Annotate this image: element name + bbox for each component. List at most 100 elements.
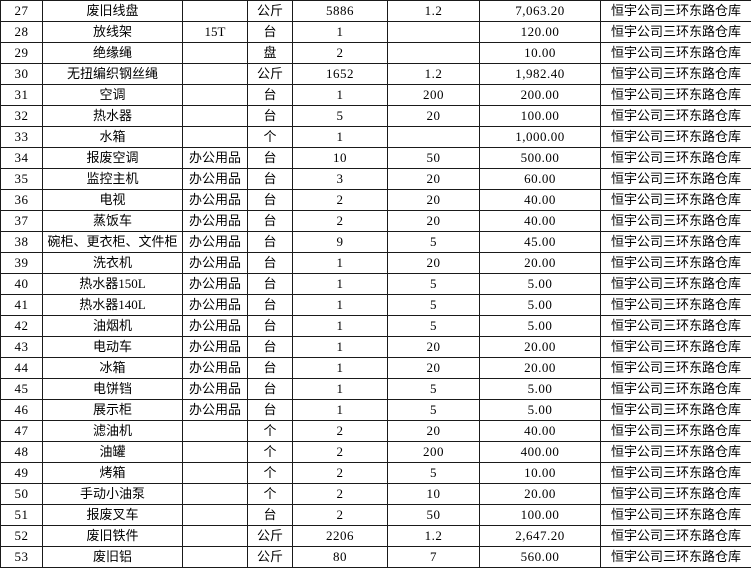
cell-spec[interactable]: 15T bbox=[182, 21, 248, 43]
cell-unit[interactable]: 个 bbox=[247, 483, 293, 505]
cell-item-name[interactable]: 报废空调 bbox=[42, 147, 183, 169]
cell-item-name[interactable]: 手动小油泵 bbox=[42, 483, 183, 505]
cell-row-number[interactable]: 49 bbox=[0, 462, 43, 484]
cell-total[interactable]: 1,000.00 bbox=[479, 126, 601, 148]
cell-row-number[interactable]: 51 bbox=[0, 504, 43, 526]
cell-row-number[interactable]: 42 bbox=[0, 315, 43, 337]
cell-unit-price[interactable]: 50 bbox=[387, 504, 480, 526]
cell-item-name[interactable]: 碗柜、更衣柜、文件柜 bbox=[42, 231, 183, 253]
cell-quantity[interactable]: 2 bbox=[292, 210, 388, 232]
cell-item-name[interactable]: 废旧铝 bbox=[42, 546, 183, 568]
cell-quantity[interactable]: 2 bbox=[292, 42, 388, 64]
cell-item-name[interactable]: 废旧铁件 bbox=[42, 525, 183, 547]
cell-item-name[interactable]: 电动车 bbox=[42, 336, 183, 358]
cell-location[interactable]: 恒宇公司三环东路仓库 bbox=[600, 399, 751, 421]
cell-unit-price[interactable]: 5 bbox=[387, 294, 480, 316]
cell-quantity[interactable]: 80 bbox=[292, 546, 388, 568]
cell-spec[interactable]: 办公用品 bbox=[182, 189, 248, 211]
cell-unit[interactable]: 台 bbox=[247, 168, 293, 190]
cell-item-name[interactable]: 报废叉车 bbox=[42, 504, 183, 526]
cell-unit[interactable]: 台 bbox=[247, 21, 293, 43]
cell-unit-price[interactable]: 20 bbox=[387, 252, 480, 274]
cell-item-name[interactable]: 蒸饭车 bbox=[42, 210, 183, 232]
cell-location[interactable]: 恒宇公司三环东路仓库 bbox=[600, 336, 751, 358]
cell-total[interactable]: 400.00 bbox=[479, 441, 601, 463]
cell-quantity[interactable]: 1 bbox=[292, 357, 388, 379]
cell-spec[interactable] bbox=[182, 441, 248, 463]
cell-total[interactable]: 5.00 bbox=[479, 378, 601, 400]
cell-quantity[interactable]: 1 bbox=[292, 315, 388, 337]
cell-quantity[interactable]: 1 bbox=[292, 336, 388, 358]
cell-quantity[interactable]: 1 bbox=[292, 21, 388, 43]
cell-total[interactable]: 500.00 bbox=[479, 147, 601, 169]
cell-row-number[interactable]: 27 bbox=[0, 0, 43, 22]
cell-unit[interactable]: 台 bbox=[247, 189, 293, 211]
cell-total[interactable]: 5.00 bbox=[479, 273, 601, 295]
cell-total[interactable]: 5.00 bbox=[479, 399, 601, 421]
cell-total[interactable]: 2,647.20 bbox=[479, 525, 601, 547]
cell-spec[interactable]: 办公用品 bbox=[182, 168, 248, 190]
cell-spec[interactable]: 办公用品 bbox=[182, 378, 248, 400]
cell-total[interactable]: 10.00 bbox=[479, 462, 601, 484]
cell-location[interactable]: 恒宇公司三环东路仓库 bbox=[600, 315, 751, 337]
cell-spec[interactable] bbox=[182, 63, 248, 85]
cell-item-name[interactable]: 水箱 bbox=[42, 126, 183, 148]
cell-item-name[interactable]: 无扭编织钢丝绳 bbox=[42, 63, 183, 85]
cell-quantity[interactable]: 2206 bbox=[292, 525, 388, 547]
cell-location[interactable]: 恒宇公司三环东路仓库 bbox=[600, 84, 751, 106]
cell-total[interactable]: 20.00 bbox=[479, 336, 601, 358]
cell-spec[interactable]: 办公用品 bbox=[182, 336, 248, 358]
cell-unit[interactable]: 台 bbox=[247, 315, 293, 337]
cell-row-number[interactable]: 31 bbox=[0, 84, 43, 106]
cell-location[interactable]: 恒宇公司三环东路仓库 bbox=[600, 147, 751, 169]
cell-total[interactable]: 5.00 bbox=[479, 294, 601, 316]
cell-spec[interactable]: 办公用品 bbox=[182, 273, 248, 295]
cell-unit[interactable]: 台 bbox=[247, 210, 293, 232]
cell-row-number[interactable]: 52 bbox=[0, 525, 43, 547]
cell-unit[interactable]: 台 bbox=[247, 273, 293, 295]
cell-item-name[interactable]: 热水器 bbox=[42, 105, 183, 127]
cell-spec[interactable] bbox=[182, 126, 248, 148]
cell-location[interactable]: 恒宇公司三环东路仓库 bbox=[600, 357, 751, 379]
cell-row-number[interactable]: 40 bbox=[0, 273, 43, 295]
cell-location[interactable]: 恒宇公司三环东路仓库 bbox=[600, 231, 751, 253]
cell-row-number[interactable]: 45 bbox=[0, 378, 43, 400]
cell-quantity[interactable]: 1 bbox=[292, 294, 388, 316]
cell-unit-price[interactable]: 20 bbox=[387, 189, 480, 211]
cell-quantity[interactable]: 1652 bbox=[292, 63, 388, 85]
cell-location[interactable]: 恒宇公司三环东路仓库 bbox=[600, 483, 751, 505]
cell-spec[interactable] bbox=[182, 483, 248, 505]
cell-spec[interactable]: 办公用品 bbox=[182, 231, 248, 253]
cell-unit[interactable]: 台 bbox=[247, 147, 293, 169]
cell-unit-price[interactable]: 200 bbox=[387, 84, 480, 106]
cell-item-name[interactable]: 热水器140L bbox=[42, 294, 183, 316]
cell-item-name[interactable]: 油烟机 bbox=[42, 315, 183, 337]
cell-location[interactable]: 恒宇公司三环东路仓库 bbox=[600, 168, 751, 190]
cell-total[interactable]: 20.00 bbox=[479, 483, 601, 505]
cell-unit[interactable]: 台 bbox=[247, 336, 293, 358]
cell-location[interactable]: 恒宇公司三环东路仓库 bbox=[600, 378, 751, 400]
cell-unit-price[interactable]: 20 bbox=[387, 420, 480, 442]
cell-total[interactable]: 1,982.40 bbox=[479, 63, 601, 85]
cell-location[interactable]: 恒宇公司三环东路仓库 bbox=[600, 273, 751, 295]
cell-total[interactable]: 5.00 bbox=[479, 315, 601, 337]
cell-total[interactable]: 40.00 bbox=[479, 420, 601, 442]
cell-unit-price[interactable]: 20 bbox=[387, 357, 480, 379]
cell-unit[interactable]: 公斤 bbox=[247, 525, 293, 547]
cell-total[interactable]: 40.00 bbox=[479, 189, 601, 211]
cell-location[interactable]: 恒宇公司三环东路仓库 bbox=[600, 0, 751, 22]
cell-item-name[interactable]: 烤箱 bbox=[42, 462, 183, 484]
cell-unit-price[interactable] bbox=[387, 21, 480, 43]
cell-row-number[interactable]: 39 bbox=[0, 252, 43, 274]
cell-quantity[interactable]: 1 bbox=[292, 84, 388, 106]
cell-row-number[interactable]: 47 bbox=[0, 420, 43, 442]
cell-item-name[interactable]: 冰箱 bbox=[42, 357, 183, 379]
cell-spec[interactable] bbox=[182, 105, 248, 127]
cell-total[interactable]: 200.00 bbox=[479, 84, 601, 106]
cell-spec[interactable] bbox=[182, 504, 248, 526]
cell-location[interactable]: 恒宇公司三环东路仓库 bbox=[600, 420, 751, 442]
cell-total[interactable]: 20.00 bbox=[479, 252, 601, 274]
cell-item-name[interactable]: 电饼铛 bbox=[42, 378, 183, 400]
cell-unit[interactable]: 公斤 bbox=[247, 0, 293, 22]
cell-quantity[interactable]: 2 bbox=[292, 420, 388, 442]
